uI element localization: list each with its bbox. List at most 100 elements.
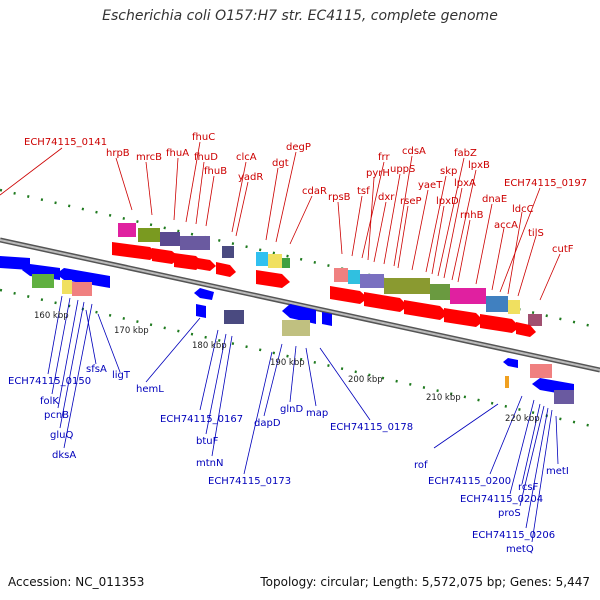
gene-label: rcsF	[518, 482, 539, 493]
gene-label: ECH74115_0178	[330, 422, 413, 433]
gene-arrow-reverse	[322, 312, 332, 326]
gene-label: ECH74115_0141	[24, 137, 107, 148]
scale-label: 220 kbp	[505, 414, 540, 424]
scale-label: 200 kbp	[348, 375, 383, 385]
gene-arrow-forward	[516, 322, 536, 337]
gene-label: clcA	[236, 152, 257, 163]
gene-label: hemL	[136, 384, 164, 395]
gene-label: dnaE	[482, 194, 507, 205]
gene-label: proS	[498, 508, 521, 519]
gene-arrow-reverse	[194, 288, 214, 300]
map-title: Escherichia coli O157:H7 str. EC4115, co…	[102, 8, 498, 24]
cog-block	[62, 280, 72, 294]
gene-label: mrcB	[136, 152, 162, 163]
cog-block	[450, 288, 486, 304]
gene-label: ECH74115_0200	[428, 476, 511, 487]
cog-block	[554, 390, 574, 404]
gene-label: metI	[546, 466, 569, 477]
gene-label: accA	[494, 220, 518, 231]
cog-block	[528, 314, 542, 326]
cog-block	[32, 274, 54, 288]
scale-label: 180 kbp	[192, 341, 227, 351]
scale-label: 210 kbp	[426, 393, 461, 403]
cog-block	[118, 223, 136, 237]
forward-gene-track	[112, 242, 536, 337]
gene-arrow-forward	[404, 300, 448, 320]
cog-block	[334, 268, 348, 282]
gene-label: dksA	[52, 450, 76, 461]
gene-arrow-reverse	[0, 256, 30, 270]
gene-label: tilS	[528, 228, 544, 239]
gene-label: folK	[40, 396, 59, 407]
gene-label: yaeT	[418, 180, 443, 191]
gene-label: gluQ	[50, 430, 73, 441]
gene-arrow-forward	[174, 253, 204, 270]
gene-label: cdsA	[402, 146, 426, 157]
gene-arrow-reverse	[56, 268, 110, 288]
cog-block	[282, 258, 290, 268]
reverse-gene-track	[0, 256, 574, 396]
bottom-leader-lines	[47, 295, 559, 543]
gene-label: fhuB	[204, 166, 227, 177]
gene-label: rseP	[400, 196, 422, 207]
gene-arrow-forward	[256, 270, 290, 288]
cog-track-bottom	[32, 274, 574, 404]
gene-arrow-forward	[480, 314, 520, 333]
cog-block	[282, 320, 310, 336]
gene-label: ldcC	[512, 204, 534, 215]
gene-arrow-forward	[364, 292, 408, 312]
gene-label: dgt	[272, 158, 289, 169]
gene-arrow-forward	[112, 242, 158, 260]
accession-text: Accession: NC_011353	[8, 575, 145, 589]
cog-block	[256, 252, 268, 266]
gene-label: frr	[378, 152, 390, 163]
scale-label: 190 kbp	[270, 358, 305, 368]
gene-label: cutF	[552, 244, 574, 255]
cog-block	[348, 270, 360, 284]
gene-label: rpsB	[328, 192, 351, 203]
cog-block	[268, 254, 282, 268]
gene-arrow-forward	[198, 258, 216, 271]
cog-block	[530, 364, 552, 378]
genome-summary-text: Topology: circular; Length: 5,572,075 bp…	[260, 575, 590, 589]
gene-label: map	[306, 408, 328, 419]
gene-label: ECH74115_0204	[460, 494, 543, 505]
gene-label: fhuC	[192, 132, 215, 143]
cog-block	[222, 246, 234, 258]
gene-arrow-reverse	[282, 304, 316, 324]
gene-arrow-reverse	[196, 304, 206, 318]
gene-label: ligT	[112, 370, 131, 381]
cog-block	[180, 236, 210, 250]
gene-label: uppS	[390, 164, 415, 175]
gene-label: rnhB	[460, 210, 484, 221]
scale-label: 170 kbp	[114, 326, 149, 336]
gene-label: rof	[414, 460, 428, 471]
cog-block	[72, 282, 92, 296]
cog-block	[486, 296, 508, 312]
gene-label: mtnN	[196, 458, 223, 469]
gene-label: sfsA	[86, 364, 107, 375]
gene-label: dxr	[378, 192, 395, 203]
gene-label: pcnB	[44, 410, 69, 421]
gene-label: hrpB	[106, 148, 130, 159]
gene-label: pyrH	[366, 168, 390, 179]
gene-label: ECH74115_0173	[208, 476, 291, 487]
gene-arrow-forward	[444, 308, 484, 327]
gene-label: fhuA	[166, 148, 189, 159]
cog-block	[505, 376, 509, 388]
gene-label: ECH74115_0167	[160, 414, 243, 425]
scale-label: 160 kbp	[34, 311, 69, 321]
cog-block	[224, 310, 244, 324]
gene-label: glnD	[280, 404, 303, 415]
gene-label: skp	[440, 166, 457, 177]
cog-block	[360, 274, 384, 288]
cog-block	[430, 284, 450, 300]
top-leader-lines	[0, 141, 561, 301]
cog-block	[138, 228, 160, 242]
gene-label: ECH74115_0197	[504, 178, 587, 189]
gene-label: fhuD	[194, 152, 218, 163]
gene-arrow-forward	[216, 262, 236, 277]
cog-block	[160, 232, 180, 246]
cog-block	[384, 278, 430, 294]
